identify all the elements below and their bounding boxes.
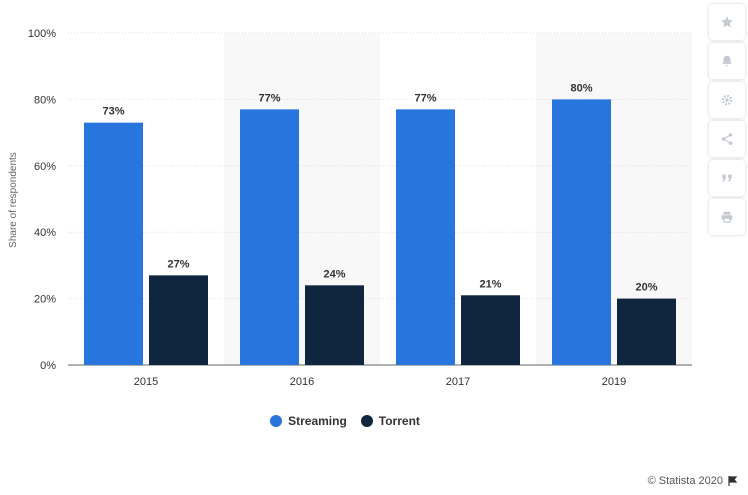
y-tick-label: 20%: [34, 294, 56, 306]
bar-streaming-2015[interactable]: [84, 122, 143, 365]
legend-item-streaming[interactable]: Streaming: [270, 414, 347, 428]
x-tick-label-2015: 2015: [134, 376, 158, 388]
y-tick-label: 100%: [28, 28, 56, 40]
share-button[interactable]: [709, 121, 745, 157]
legend-marker-streaming: [270, 415, 283, 427]
bar-chart: 0%20%40%60%80%100% Share of respondents …: [8, 28, 692, 388]
x-axis: 2015 2016 2017 2019: [134, 376, 626, 388]
data-label-streaming-2017: 77%: [414, 92, 436, 104]
bar-streaming-2017[interactable]: [396, 109, 455, 365]
favorite-button[interactable]: [709, 4, 745, 40]
cite-button[interactable]: [709, 160, 745, 196]
print-button[interactable]: [709, 199, 745, 235]
share-icon: [721, 133, 733, 145]
bar-streaming-2016[interactable]: [240, 109, 299, 365]
print-icon: [721, 211, 733, 223]
bar-torrent-2016[interactable]: [305, 285, 364, 365]
gear-icon: [721, 94, 733, 106]
data-label-torrent-2017: 21%: [479, 278, 501, 290]
star-icon: [721, 16, 733, 28]
quote-icon: [722, 174, 732, 182]
flag-icon: [728, 476, 738, 486]
settings-button[interactable]: [709, 82, 745, 118]
y-axis: 0% 20% 40% 60% 80% 100%: [28, 28, 56, 372]
y-tick-label: 40%: [34, 227, 56, 239]
bar-streaming-2019[interactable]: [552, 99, 611, 366]
data-label-streaming-2016: 77%: [258, 92, 280, 104]
chart-toolbar: [709, 4, 748, 235]
statista-credit[interactable]: © Statista 2020: [648, 475, 738, 487]
x-tick-label-2017: 2017: [446, 376, 470, 388]
legend-item-torrent[interactable]: Torrent: [360, 414, 420, 428]
bar-torrent-2017[interactable]: [461, 295, 520, 365]
data-label-torrent-2016: 24%: [323, 268, 345, 280]
x-tick-label-2016: 2016: [290, 376, 314, 388]
legend-label-torrent: Torrent: [378, 414, 420, 428]
notification-button[interactable]: [709, 43, 745, 79]
credit-text: © Statista 2020: [647, 475, 723, 487]
bar-torrent-2019[interactable]: [617, 298, 676, 365]
y-tick-label: 60%: [34, 161, 56, 173]
data-label-streaming-2015: 73%: [102, 106, 124, 118]
data-label-torrent-2015: 27%: [167, 258, 189, 270]
chart-legend: Streaming Torrent: [0, 414, 690, 428]
y-axis-title: Share of respondents: [8, 152, 19, 248]
y-tick-label: 0%: [40, 360, 56, 372]
x-tick-label-2019: 2019: [602, 376, 626, 388]
legend-marker-torrent: [360, 415, 373, 427]
legend-label-streaming: Streaming: [288, 414, 347, 428]
bars: 73% 27% 77% 24% 77% 21% 80% 20%: [84, 82, 676, 366]
data-label-torrent-2019: 20%: [635, 282, 657, 294]
data-label-streaming-2019: 80%: [570, 82, 592, 94]
y-tick-label: 80%: [34, 94, 56, 106]
bell-icon: [722, 55, 732, 67]
bar-torrent-2015[interactable]: [149, 275, 208, 365]
